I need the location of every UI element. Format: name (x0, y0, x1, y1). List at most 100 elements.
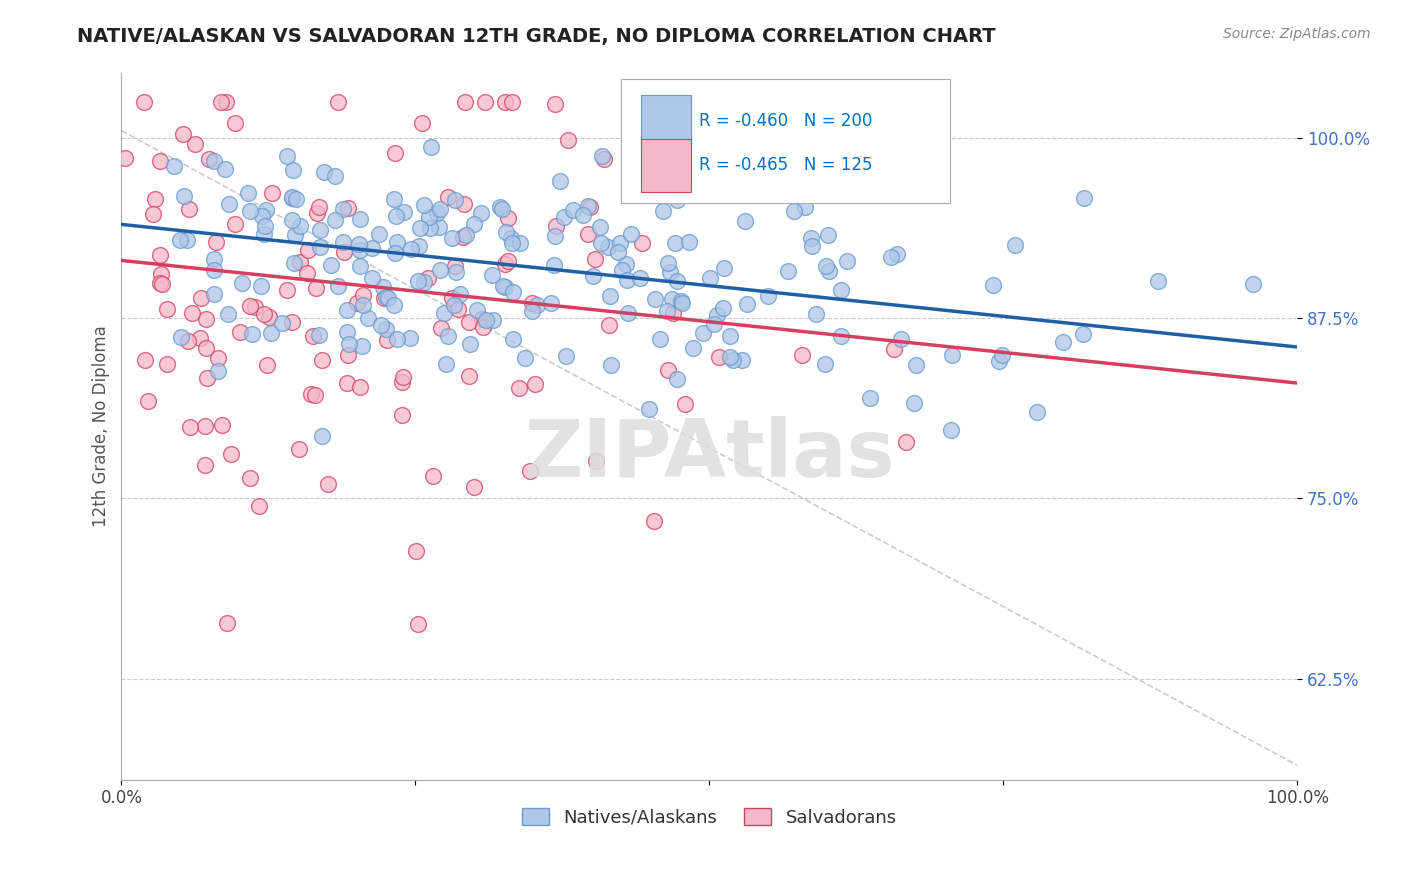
Point (308, 327, 330, 342)
Point (830, 328, 852, 343)
Point (1146, 274, 1168, 288)
Point (526, 298, 548, 312)
FancyBboxPatch shape (621, 79, 950, 203)
Point (253, 227, 276, 241)
Point (498, 211, 520, 225)
Point (149, 276, 172, 290)
Point (254, 219, 277, 234)
Point (204, 252, 226, 266)
Point (335, 302, 357, 317)
Point (156, 357, 179, 371)
Point (384, 209, 406, 223)
Point (494, 257, 516, 271)
Point (454, 227, 477, 242)
Point (502, 285, 524, 300)
Point (524, 376, 547, 391)
Point (990, 348, 1012, 362)
Point (413, 275, 436, 289)
Point (453, 230, 475, 244)
Point (904, 359, 927, 373)
Point (280, 315, 302, 329)
Point (520, 304, 543, 318)
Point (370, 318, 392, 333)
Point (184, 137, 207, 152)
Point (176, 334, 198, 348)
Point (179, 420, 201, 434)
Point (731, 352, 754, 367)
Point (260, 326, 283, 340)
Point (1241, 277, 1264, 292)
Point (643, 514, 665, 528)
Text: ZIPAtlas: ZIPAtlas (524, 416, 894, 493)
Point (218, 196, 240, 211)
Point (429, 263, 451, 277)
Point (413, 197, 436, 211)
Point (651, 203, 673, 218)
Point (835, 253, 858, 268)
Point (422, 468, 444, 483)
Point (571, 208, 593, 222)
Point (399, 331, 422, 345)
Point (270, 316, 292, 330)
Point (508, 381, 530, 395)
Point (205, 235, 228, 249)
FancyBboxPatch shape (641, 139, 690, 192)
Point (224, 116, 246, 130)
Point (179, 202, 201, 216)
Point (775, 157, 797, 171)
Point (540, 296, 562, 310)
Point (454, 95, 477, 109)
Point (718, 328, 741, 343)
Point (247, 499, 270, 513)
Point (373, 291, 395, 305)
Point (664, 235, 686, 250)
Point (195, 371, 218, 385)
Point (673, 397, 696, 411)
Point (337, 347, 360, 361)
Point (181, 305, 204, 319)
Point (384, 246, 406, 260)
Point (789, 184, 811, 198)
Point (332, 235, 354, 249)
Point (308, 200, 330, 214)
Point (778, 264, 800, 278)
Point (1071, 326, 1094, 341)
Point (458, 315, 481, 329)
Point (657, 255, 679, 269)
Point (794, 200, 817, 214)
Point (583, 252, 606, 266)
Point (614, 257, 637, 271)
Point (409, 221, 432, 235)
Point (295, 266, 318, 280)
Point (433, 306, 456, 320)
Point (276, 283, 298, 297)
Point (202, 263, 225, 277)
Point (311, 352, 333, 367)
Point (420, 140, 443, 154)
Point (903, 396, 925, 410)
Point (814, 357, 837, 371)
Point (430, 321, 453, 335)
Point (309, 222, 332, 236)
Point (648, 332, 671, 346)
Point (713, 261, 735, 276)
Point (591, 149, 613, 163)
Point (470, 206, 492, 220)
Point (384, 145, 406, 160)
Point (474, 95, 496, 109)
Point (176, 233, 198, 247)
Point (250, 278, 273, 293)
Point (494, 280, 516, 294)
Point (894, 435, 917, 450)
Point (368, 227, 391, 241)
Point (737, 297, 759, 311)
Point (408, 239, 430, 253)
Point (1073, 191, 1095, 205)
Point (501, 95, 523, 109)
Point (628, 95, 651, 109)
Point (941, 348, 963, 362)
Point (437, 190, 460, 204)
Point (304, 388, 326, 402)
Point (886, 247, 908, 261)
Point (939, 423, 962, 437)
